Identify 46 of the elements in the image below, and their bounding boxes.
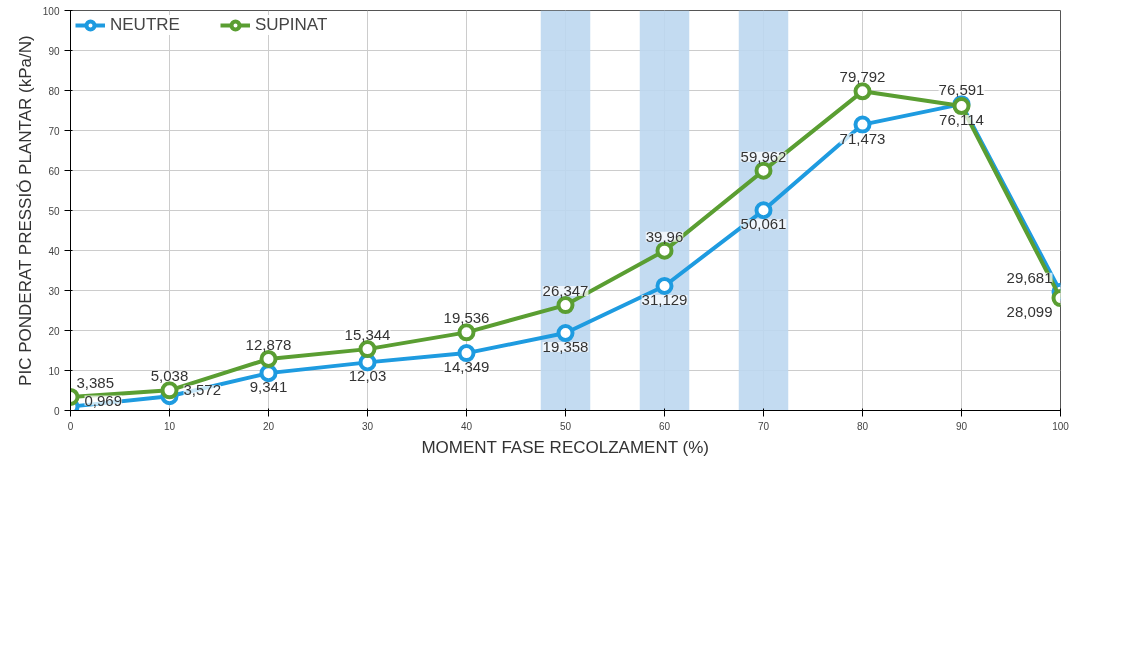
y-tick-label: 80 xyxy=(48,85,60,97)
x-axis-title: MOMENT FASE RECOLZAMENT (%) xyxy=(421,437,709,457)
x-tick-label: 30 xyxy=(361,420,374,432)
y-tick-label: 70 xyxy=(48,125,60,137)
x-tick-label: 90 xyxy=(955,420,968,432)
x-tick-label: 50 xyxy=(559,420,572,432)
legend-label: NEUTRE xyxy=(110,15,180,35)
y-tick-label: 20 xyxy=(48,325,60,337)
y-tick-label: 100 xyxy=(42,5,60,17)
data-label: 15,344 xyxy=(344,326,391,344)
data-label: 76,591 xyxy=(938,81,985,99)
x-tick-label: 10 xyxy=(163,420,176,432)
data-label: 12,03 xyxy=(348,367,387,385)
data-label: 31,129 xyxy=(641,290,688,308)
x-tick-label: 40 xyxy=(460,420,473,432)
data-label: 79,792 xyxy=(839,68,886,86)
data-label: 14,349 xyxy=(443,358,490,376)
x-tick-label: 80 xyxy=(856,420,869,432)
y-tick-label: 30 xyxy=(48,285,60,297)
y-tick-label: 10 xyxy=(48,365,60,377)
y-tick-label: 40 xyxy=(48,245,60,257)
data-label: 9,341 xyxy=(249,378,288,396)
x-tick-label: 0 xyxy=(67,420,74,432)
legend-label: SUPINAT xyxy=(254,15,328,35)
x-tick-label: 20 xyxy=(262,420,275,432)
x-tick-label: 100 xyxy=(1052,420,1070,432)
y-tick-label: 90 xyxy=(48,45,60,57)
y-tick-label: 50 xyxy=(48,205,60,217)
data-label: 28,099 xyxy=(1006,303,1053,321)
data-label: 59,962 xyxy=(740,147,787,165)
data-label: 3,385 xyxy=(76,373,115,391)
data-label: 71,473 xyxy=(839,129,886,147)
data-label: 26,347 xyxy=(542,282,589,300)
data-label: 12,878 xyxy=(245,335,292,353)
data-label: 39,96 xyxy=(645,227,684,245)
data-label: 29,681 xyxy=(1006,268,1053,286)
y-axis-title: PIC PONDERAT PRESSIÓ PLANTAR (kPa/N) xyxy=(15,35,35,386)
data-label: 19,358 xyxy=(542,338,589,356)
data-label: 50,061 xyxy=(740,215,787,233)
data-label: 76,114 xyxy=(939,111,984,129)
x-tick-label: 60 xyxy=(658,420,671,432)
x-tick-label: 70 xyxy=(757,420,770,432)
y-tick-label: 60 xyxy=(48,165,60,177)
data-label: 0,969 xyxy=(84,391,123,409)
y-tick-label: 0 xyxy=(53,405,60,417)
data-label: 19,536 xyxy=(443,309,490,327)
